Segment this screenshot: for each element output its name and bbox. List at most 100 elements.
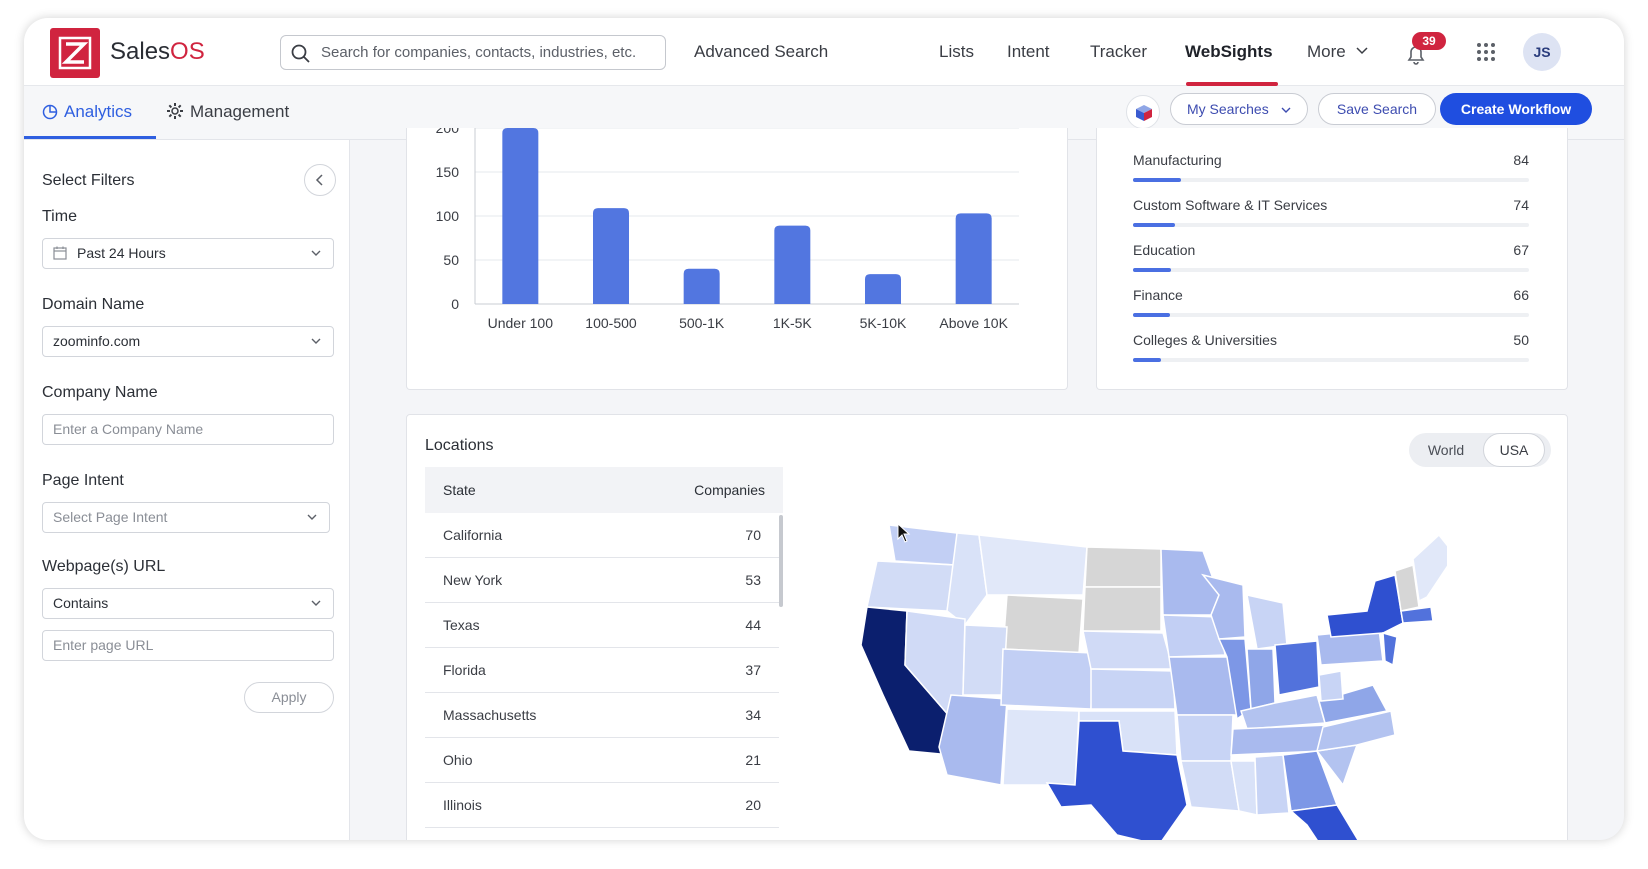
industry-progress-track bbox=[1133, 268, 1529, 272]
industry-progress-fill bbox=[1133, 358, 1162, 362]
company-count: 37 bbox=[745, 662, 761, 678]
zoominfo-logo-icon[interactable] bbox=[50, 28, 100, 78]
map-state-nebraska bbox=[1082, 630, 1174, 670]
industry-name: Custom Software & IT Services bbox=[1133, 197, 1328, 213]
table-row[interactable]: Illinois 20 bbox=[425, 783, 779, 828]
my-searches-dropdown[interactable]: My Searches bbox=[1170, 93, 1308, 125]
gear-icon bbox=[167, 103, 183, 119]
table-row[interactable]: New York 53 bbox=[425, 558, 779, 603]
industry-count: 67 bbox=[1513, 242, 1529, 258]
apply-button[interactable]: Apply bbox=[244, 682, 334, 713]
bar-5k-10k[interactable] bbox=[865, 274, 901, 304]
map-state-florida bbox=[1289, 804, 1359, 840]
nav-tracker[interactable]: Tracker bbox=[1090, 42, 1147, 61]
map-state-iowa bbox=[1162, 614, 1226, 658]
company-name-input[interactable]: Enter a Company Name bbox=[42, 414, 334, 445]
state-name: Florida bbox=[443, 662, 486, 678]
map-state-texas bbox=[1045, 720, 1188, 840]
industry-name: Education bbox=[1133, 242, 1196, 258]
search-input[interactable] bbox=[321, 36, 651, 69]
table-row[interactable]: Texas 44 bbox=[425, 603, 779, 648]
data-cube-button[interactable] bbox=[1126, 95, 1160, 129]
industry-count: 84 bbox=[1513, 152, 1529, 168]
usa-choropleth-map[interactable] bbox=[847, 515, 1447, 840]
table-row[interactable]: Ohio 21 bbox=[425, 738, 779, 783]
chevron-down-icon bbox=[311, 338, 321, 344]
nav-more-label: More bbox=[1307, 42, 1346, 61]
industry-progress-track bbox=[1133, 358, 1529, 362]
nav-lists[interactable]: Lists bbox=[939, 42, 974, 61]
brand-name: SalesOS bbox=[110, 38, 205, 65]
domain-name-value: zoominfo.com bbox=[53, 333, 141, 349]
map-state-colorado bbox=[1000, 648, 1094, 710]
bar-under-100[interactable] bbox=[502, 128, 539, 304]
map-state-idaho bbox=[946, 532, 988, 627]
domain-name-select[interactable]: zoominfo.com bbox=[42, 326, 334, 357]
company-count: 34 bbox=[745, 707, 761, 723]
time-select[interactable]: Past 24 Hours bbox=[42, 238, 334, 269]
column-state[interactable]: State bbox=[443, 482, 476, 498]
company-count: 21 bbox=[745, 752, 761, 768]
chevron-down-icon bbox=[307, 514, 317, 520]
page-intent-select[interactable]: Select Page Intent bbox=[42, 502, 330, 533]
industry-name: Finance bbox=[1133, 287, 1183, 303]
region-toggle: World USA bbox=[1409, 433, 1551, 467]
filters-title: Select Filters bbox=[42, 172, 135, 189]
map-state-ohio bbox=[1274, 640, 1320, 696]
y-tick-label: 50 bbox=[443, 252, 459, 268]
y-tick-label: 200 bbox=[436, 128, 460, 136]
industry-progress-track bbox=[1133, 313, 1529, 317]
column-companies[interactable]: Companies bbox=[694, 482, 765, 498]
map-state-indiana bbox=[1246, 648, 1276, 710]
chevron-left-icon bbox=[315, 174, 323, 186]
y-tick-label: 150 bbox=[436, 164, 460, 180]
table-scrollbar[interactable] bbox=[779, 515, 783, 607]
industry-progress-fill bbox=[1133, 178, 1181, 182]
industry-progress-fill bbox=[1133, 313, 1171, 317]
employee-size-chart-card: 0 50 100 150 200 Under 100 100-500 500-1K 1K-5K 5… bbox=[406, 120, 1068, 390]
x-tick-label: 5K-10K bbox=[860, 315, 907, 331]
map-state-new-mexico bbox=[1002, 708, 1080, 786]
apps-grid-icon[interactable] bbox=[1476, 42, 1496, 62]
create-workflow-button[interactable]: Create Workflow bbox=[1440, 93, 1592, 125]
url-match-select[interactable]: Contains bbox=[42, 588, 334, 619]
x-tick-label: Under 100 bbox=[488, 315, 554, 331]
toggle-usa[interactable]: USA bbox=[1483, 433, 1545, 467]
company-count: 44 bbox=[745, 617, 761, 633]
industry-count: 74 bbox=[1513, 197, 1529, 213]
tab-analytics[interactable]: Analytics bbox=[42, 102, 132, 122]
global-search-box[interactable] bbox=[280, 35, 666, 70]
user-avatar[interactable]: JS bbox=[1523, 33, 1561, 71]
chevron-down-icon bbox=[311, 250, 321, 256]
industry-progress-fill bbox=[1133, 223, 1175, 227]
my-searches-label: My Searches bbox=[1187, 101, 1269, 117]
bar-1k-5k[interactable] bbox=[774, 225, 811, 304]
collapse-sidebar-button[interactable] bbox=[304, 164, 336, 196]
table-row[interactable]: Florida 37 bbox=[425, 648, 779, 693]
nav-intent[interactable]: Intent bbox=[1007, 42, 1050, 61]
state-name: Texas bbox=[443, 617, 480, 633]
page-url-input[interactable]: Enter page URL bbox=[42, 630, 334, 661]
cube-icon bbox=[1136, 105, 1152, 121]
employee-size-bar-chart: 0 50 100 150 200 Under 100 100-500 500-1K 1K-5K 5… bbox=[436, 120, 1019, 331]
bar-above-10k[interactable] bbox=[955, 213, 992, 304]
toggle-world[interactable]: World bbox=[1427, 442, 1465, 458]
tab-analytics-label: Analytics bbox=[64, 102, 133, 121]
nav-more[interactable]: More bbox=[1307, 42, 1368, 62]
locations-title: Locations bbox=[425, 437, 494, 454]
analytics-icon bbox=[42, 104, 58, 120]
nav-websights[interactable]: WebSights bbox=[1185, 42, 1273, 61]
chevron-down-icon bbox=[1356, 47, 1368, 55]
map-state-michigan bbox=[1246, 594, 1288, 650]
map-state-new-jersey bbox=[1382, 631, 1398, 667]
advanced-search-link[interactable]: Advanced Search bbox=[694, 42, 829, 61]
save-search-button[interactable]: Save Search bbox=[1318, 93, 1436, 125]
page-intent-label: Page Intent bbox=[42, 472, 124, 489]
tab-management[interactable]: Management bbox=[166, 102, 289, 122]
table-row[interactable]: California 70 bbox=[425, 513, 779, 558]
page-intent-placeholder: Select Page Intent bbox=[53, 509, 168, 525]
industry-name: Manufacturing bbox=[1133, 152, 1222, 168]
bar-500-1k[interactable] bbox=[683, 268, 720, 304]
bar-100-500[interactable] bbox=[593, 208, 629, 304]
table-row[interactable]: Massachusetts 34 bbox=[425, 693, 779, 738]
